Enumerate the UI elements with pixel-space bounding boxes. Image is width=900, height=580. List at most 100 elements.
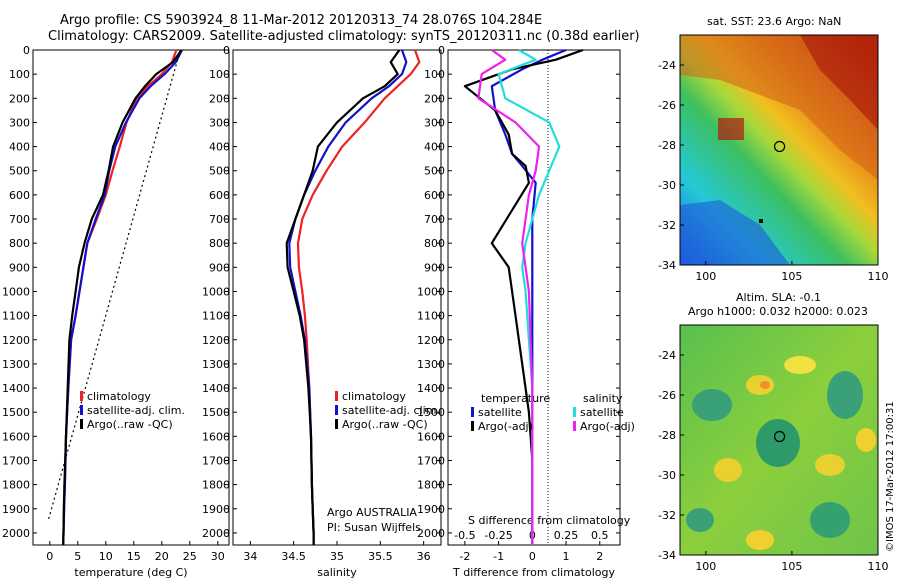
y-tick-label: 2000 [2,527,30,540]
y-tick-label: 1000 [202,285,230,298]
y-tick-label: 1900 [202,503,230,516]
y-tick-label: 200 [9,92,30,105]
legend-label: Argo(-adj) [478,420,533,433]
y-tick-label: 1600 [2,430,30,443]
series-line-argo-adj- [463,48,584,545]
x-tick-label: 0 [46,550,53,563]
map-y-tick-label: -34 [658,259,676,272]
x-tick-label: 35 [330,550,344,563]
y-tick-label: 2000 [417,527,445,540]
sla-map-title-2: Argo h1000: 0.032 h2000: 0.023 [688,305,868,318]
x-tick-label: 25 [183,550,197,563]
temperature-plot-frame [32,49,230,546]
header-line1: Argo profile: CS 5903924_8 11-Mar-2012 2… [60,13,543,28]
argo-position-marker [773,140,786,153]
x-tick-label: -1 [493,550,504,563]
sla-map-frame [679,324,879,556]
y-tick-label: 200 [209,92,230,105]
x-tick-label: 34 [243,550,257,563]
reference-line [47,49,181,522]
x-tick-label: -2 [459,550,470,563]
y-tick-label: 1700 [417,454,445,467]
sla-blob [760,381,770,389]
series-line-argo-raw-qc- [285,49,401,545]
legend-swatch [335,391,338,401]
x-tick-label: 1 [563,550,570,563]
sla-blob [746,530,774,550]
x-tick-label: 15 [127,550,141,563]
y-tick-label: 1200 [2,334,30,347]
sla-map [680,325,878,555]
argo-annotation-line1: Argo AUSTRALIA [327,506,417,519]
sla-blob [714,458,742,482]
legend-swatch [335,419,338,429]
y-tick-label: 300 [424,116,445,129]
y-tick-label: 900 [209,261,230,274]
header-line2: Climatology: CARS2009. Satellite-adjuste… [48,29,640,44]
sst-dark-pixel [759,219,763,223]
map-x-tick-label: 110 [868,560,889,573]
map-y-tick-label: -32 [658,509,676,522]
y-tick-label: 1300 [2,358,30,371]
map-y-tick-label: -32 [658,219,676,232]
difference-plot-frame [447,49,621,546]
y-tick-label: 1000 [417,285,445,298]
sst-hot-patch [800,35,878,130]
legend-label: Argo(-adj) [580,420,635,433]
y-tick-label: 1500 [417,406,445,419]
sla-blob [692,389,732,421]
legend-label: climatology [87,390,151,403]
x-axis-label: salinity [317,566,357,579]
legend-swatch [80,405,83,415]
y-tick-label: 600 [209,189,230,202]
legend-label: Argo(..raw -QC) [342,418,428,431]
x-tick-label: 0 [529,550,536,563]
sst-map-title: sat. SST: 23.6 Argo: NaN [707,15,842,28]
salinity-plot-frame [232,49,442,546]
y-tick-label: 1700 [2,454,30,467]
y-tick-label: 1100 [202,310,230,323]
y-tick-label: 1800 [202,479,230,492]
y-tick-label: 1500 [202,406,230,419]
map-x-tick-label: 105 [781,270,802,283]
y-tick-label: 1800 [417,479,445,492]
x-tick-label: 2 [596,550,603,563]
salinity-legend-header: salinity [583,392,623,405]
y-tick-label: 0 [23,44,30,57]
y-tick-label: 1400 [417,382,445,395]
x-tick-label: 20 [155,550,169,563]
map-y-tick-label: -24 [658,59,676,72]
y-tick-label: 1400 [2,382,30,395]
y-tick-label: 1000 [2,285,30,298]
series-line-climatology [296,49,421,545]
x-tick-label: 10 [99,550,113,563]
top-tick-label: -0.5 [454,529,475,542]
map-y-tick-label: -28 [658,429,676,442]
y-tick-label: 800 [209,237,230,250]
sla-blob [686,508,714,532]
series-line-satellite-adj-clim- [288,49,408,545]
y-tick-label: 1900 [417,503,445,516]
difference-top-label: S difference from climatology [468,514,631,527]
legend-swatch [335,405,338,415]
legend-label: Argo(..raw -QC) [87,418,173,431]
y-tick-label: 2000 [202,527,230,540]
sla-blob [756,419,800,467]
y-tick-label: 900 [9,261,30,274]
top-tick-label: 0.25 [554,529,579,542]
sla-blob [827,371,863,419]
sla-blob [815,454,845,476]
legend-swatch [573,421,576,431]
x-tick-label: 35.5 [368,550,393,563]
y-tick-label: 700 [424,213,445,226]
map-y-tick-label: -28 [658,139,676,152]
map-y-tick-label: -30 [658,469,676,482]
top-tick-label: 0.5 [591,529,609,542]
legend-label: climatology [342,390,406,403]
y-tick-label: 300 [9,116,30,129]
y-tick-label: 800 [9,237,30,250]
y-tick-label: 1600 [202,430,230,443]
y-tick-label: 200 [424,92,445,105]
y-tick-label: 1200 [202,334,230,347]
y-tick-label: 1600 [417,430,445,443]
